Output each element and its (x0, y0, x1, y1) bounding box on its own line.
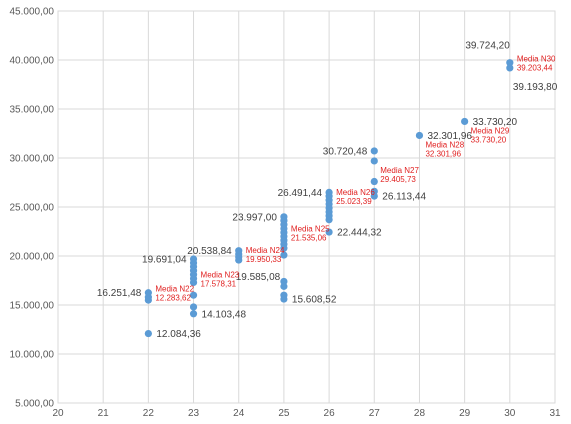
x-tick-label: 29 (459, 408, 471, 419)
data-point (144, 329, 152, 338)
data-point (189, 278, 198, 287)
x-tick-label: 26 (324, 408, 336, 419)
mean-label-value: 12.283,62 (155, 294, 191, 303)
data-point (325, 216, 333, 224)
mean-label-value: 21.535,06 (291, 233, 327, 242)
data-point (506, 64, 514, 72)
data-point (235, 256, 243, 264)
data-point (189, 291, 198, 299)
mean-label-value: 17.578,31 (201, 280, 237, 289)
mean-label-value: 29.405,73 (380, 175, 416, 184)
value-label: 39.724,20 (465, 41, 510, 52)
data-point (280, 295, 288, 303)
y-tick-label: 35.000,00 (10, 105, 55, 116)
data-point (189, 303, 198, 311)
y-tick-label: 40.000,00 (10, 56, 55, 67)
x-tick-label: 30 (504, 408, 516, 419)
value-label: 26.113,44 (382, 192, 426, 203)
y-tick-label: 15.000,00 (10, 301, 55, 312)
mean-label-name: Media N30 (517, 55, 556, 64)
value-label: 19.691,04 (142, 255, 187, 266)
y-tick-label: 10.000,00 (10, 350, 55, 361)
data-point (461, 117, 469, 126)
value-label: 26.491,44 (278, 188, 323, 199)
value-label: 39.193,80 (513, 82, 558, 93)
x-tick-label: 21 (98, 408, 110, 419)
data-point (189, 310, 198, 318)
data-point (144, 296, 152, 304)
mean-label-value: 32.301,96 (425, 149, 461, 158)
value-label: 32.301,96 (427, 131, 472, 142)
data-points (144, 59, 514, 338)
mean-label-name: Media N27 (380, 166, 419, 175)
data-point (280, 244, 288, 252)
mean-label-name: Media N22 (155, 285, 194, 294)
data-point (415, 131, 424, 140)
y-tick-label: 5.000,00 (15, 399, 54, 410)
mean-label-value: 25.023,39 (336, 197, 372, 206)
mean-label-value: 39.203,44 (517, 64, 553, 73)
x-tick-label: 22 (143, 408, 155, 419)
value-label: 23.997,00 (232, 212, 277, 223)
data-point (370, 147, 378, 155)
data-point (370, 192, 378, 200)
data-point (370, 177, 378, 186)
x-tick-label: 28 (414, 408, 426, 419)
x-tick-label: 23 (188, 408, 200, 419)
value-label: 30.720,48 (323, 146, 368, 157)
value-label: 12.084,36 (156, 329, 201, 340)
mean-label-value: 19.950,33 (246, 255, 282, 264)
y-tick-label: 45.000,00 (10, 7, 55, 18)
gridlines (57, 10, 556, 404)
axis-ticks: 20 21 22 23 24 25 26 27 28 29 30 31 5.000,00 10.000,0… (10, 7, 561, 420)
value-label: 15.608,52 (292, 295, 337, 306)
value-label: 19.585,08 (236, 272, 281, 283)
value-label: 20.538,84 (187, 246, 232, 257)
y-tick-label: 30.000,00 (10, 154, 55, 165)
x-tick-label: 25 (278, 408, 290, 419)
data-labels: 16.251,48 12.084,36 19.691,04 14.103,48 20.5… (97, 41, 558, 340)
y-tick-label: 25.000,00 (10, 203, 55, 214)
mean-label-name: Media N25 (291, 224, 330, 233)
data-point (506, 59, 514, 67)
mean-label-name: Media N24 (246, 246, 285, 255)
mean-label-name: Media N28 (425, 140, 464, 149)
mean-label-name: Media N23 (201, 271, 240, 280)
y-tick-label: 20.000,00 (10, 252, 55, 263)
x-tick-label: 20 (52, 408, 64, 419)
x-tick-label: 31 (549, 408, 561, 419)
value-label: 22.444,32 (337, 228, 382, 239)
x-tick-label: 24 (233, 408, 245, 419)
value-label: 14.103,48 (202, 309, 247, 320)
mean-label-name: Media N26 (336, 188, 375, 197)
value-label: 16.251,48 (97, 288, 142, 299)
data-point (325, 228, 333, 236)
x-tick-label: 27 (369, 408, 381, 419)
mean-label-value: 33.730,20 (471, 135, 507, 144)
data-point (280, 251, 288, 259)
data-point (370, 157, 378, 165)
mean-label-name: Media N29 (471, 126, 510, 135)
data-point (280, 282, 288, 290)
value-label: 33.730,20 (473, 117, 518, 128)
